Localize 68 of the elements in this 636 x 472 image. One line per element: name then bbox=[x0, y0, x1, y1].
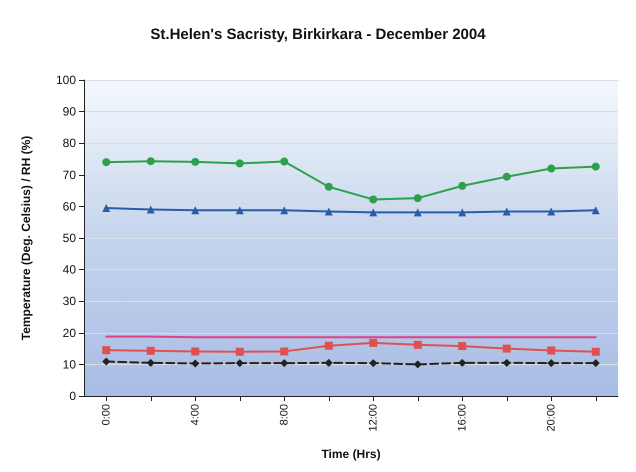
y-tick-label: 90 bbox=[62, 104, 76, 119]
point bbox=[369, 359, 378, 368]
point bbox=[146, 206, 155, 214]
point bbox=[414, 194, 422, 202]
point bbox=[547, 207, 556, 216]
point bbox=[547, 359, 556, 368]
point bbox=[502, 344, 511, 353]
y-tick-label: 30 bbox=[62, 294, 76, 308]
point bbox=[547, 164, 556, 172]
point bbox=[414, 340, 422, 349]
point bbox=[280, 206, 288, 214]
point bbox=[502, 172, 511, 181]
point bbox=[146, 358, 155, 367]
point bbox=[369, 208, 378, 216]
y-tick-label: 100 bbox=[56, 73, 76, 87]
point bbox=[458, 358, 466, 367]
y-tick-label: 50 bbox=[62, 231, 76, 245]
point bbox=[592, 206, 600, 214]
point bbox=[414, 208, 422, 216]
x-tick-label: 20:00 bbox=[545, 404, 558, 432]
point bbox=[102, 358, 110, 366]
point bbox=[280, 158, 288, 166]
point bbox=[414, 360, 422, 368]
point bbox=[102, 158, 110, 166]
x-tick-label: 8:00 bbox=[278, 404, 290, 426]
point bbox=[369, 338, 378, 347]
x-tick-label: 12:00 bbox=[367, 404, 380, 432]
point bbox=[102, 346, 110, 354]
point bbox=[324, 207, 333, 216]
y-tick-label: 70 bbox=[62, 168, 76, 182]
y-tick-label: 0 bbox=[69, 389, 76, 403]
point bbox=[146, 157, 155, 166]
y-axis-title: Temperature (Deg. Celsius) / RH (%) bbox=[19, 136, 33, 340]
x-tick-label: 0:00 bbox=[100, 404, 112, 426]
point bbox=[547, 346, 556, 354]
y-tick-label: 20 bbox=[62, 326, 76, 340]
point bbox=[146, 346, 155, 355]
point bbox=[102, 204, 110, 212]
point bbox=[369, 195, 378, 204]
point bbox=[592, 162, 600, 171]
point bbox=[324, 358, 333, 367]
y-tick-label: 10 bbox=[62, 357, 76, 372]
y-tick-label: 40 bbox=[62, 262, 76, 277]
point bbox=[191, 359, 200, 368]
point bbox=[236, 159, 244, 168]
point bbox=[502, 358, 511, 367]
point bbox=[592, 348, 600, 356]
point bbox=[191, 206, 200, 214]
y-tick-label: 60 bbox=[62, 199, 76, 214]
point bbox=[236, 348, 244, 356]
point bbox=[592, 359, 600, 368]
point bbox=[191, 347, 200, 356]
x-tick-label: 4:00 bbox=[189, 404, 202, 426]
point bbox=[280, 359, 288, 368]
x-axis-title: Time (Hrs) bbox=[321, 447, 381, 461]
point bbox=[324, 182, 333, 191]
point bbox=[236, 206, 244, 214]
point bbox=[502, 207, 511, 216]
chart-title: St.Helen's Sacristy, Birkirkara - December 2004 bbox=[150, 26, 486, 43]
point bbox=[191, 158, 200, 166]
point bbox=[458, 342, 466, 350]
point bbox=[280, 347, 288, 356]
y-tick-label: 80 bbox=[62, 136, 76, 150]
point bbox=[458, 208, 466, 216]
point bbox=[236, 359, 244, 368]
point bbox=[458, 182, 466, 190]
point bbox=[324, 342, 333, 350]
x-tick-label: 16:00 bbox=[456, 404, 468, 432]
